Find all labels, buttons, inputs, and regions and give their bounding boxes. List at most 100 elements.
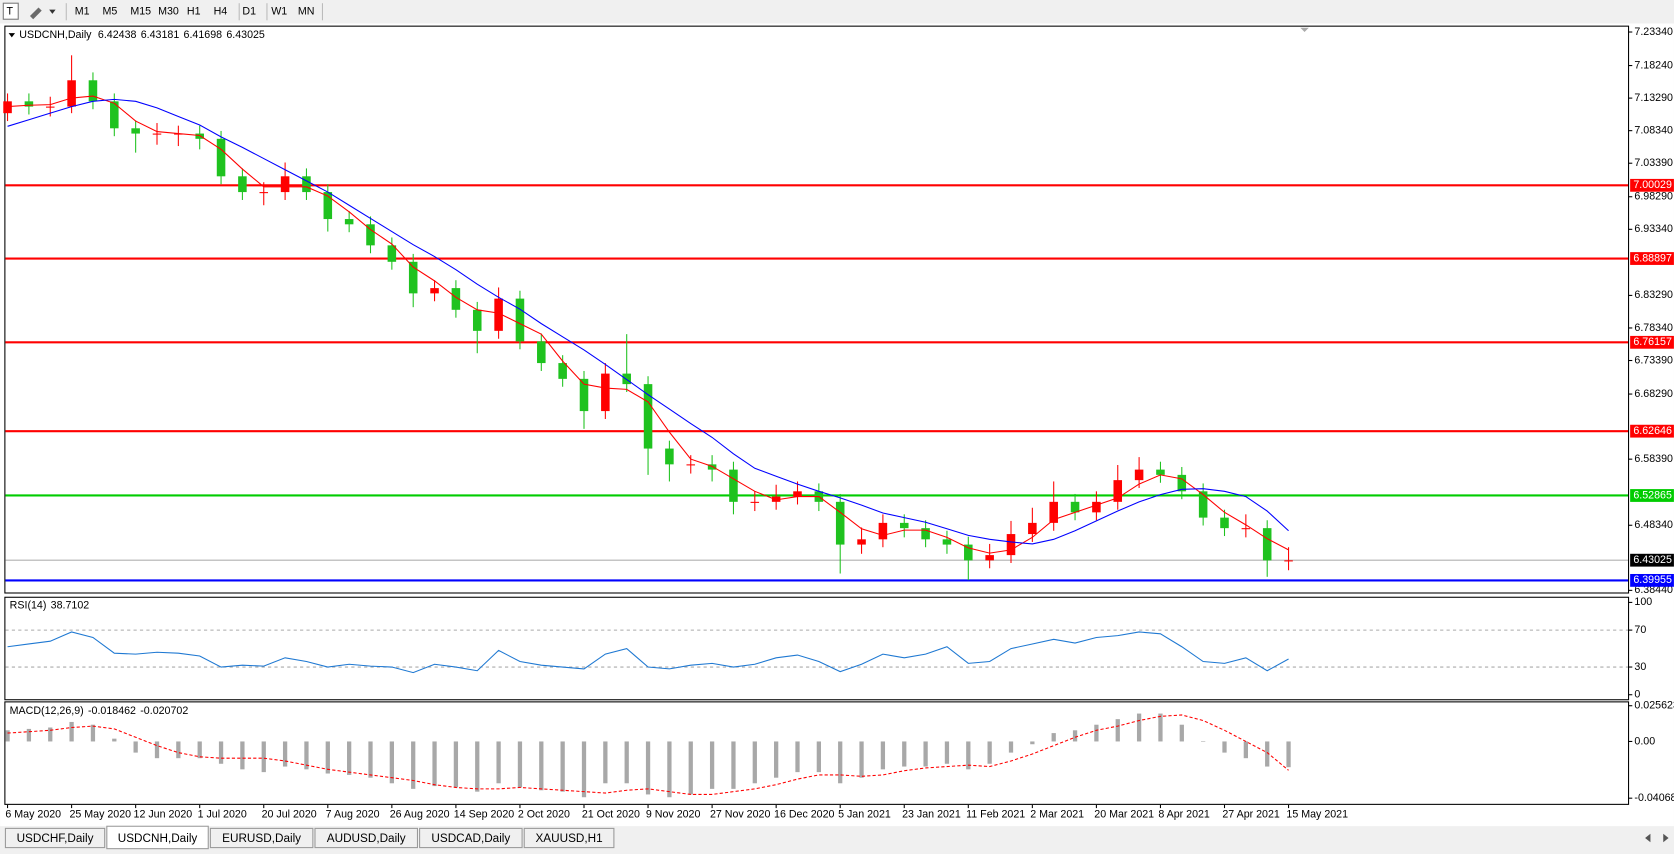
rsi-value: 38.7102 [51, 599, 90, 611]
x-tick-label: 27 Apr 2021 [1222, 808, 1280, 820]
candle-body [1070, 501, 1080, 513]
macd-title: MACD(12,26,9) [10, 705, 84, 717]
timeframe-button[interactable]: D1 [242, 6, 256, 18]
tab[interactable] [4, 827, 106, 849]
tab[interactable] [106, 825, 209, 850]
symbol-title: USDCNH,Daily [19, 29, 92, 41]
tab-scroll-left[interactable] [1645, 833, 1651, 843]
tabs: USDCHF,Daily USDCNH,Daily EURUSD,Daily AUDU… [4, 825, 615, 850]
timeframe-button[interactable]: M30 [158, 6, 179, 18]
candle-body [494, 298, 503, 331]
x-tick-label: 6 May 2020 [5, 808, 61, 820]
macd-bar [496, 741, 501, 784]
x-tick-label: 21 Oct 2020 [582, 808, 640, 820]
macd-bar [838, 741, 843, 784]
level-label-box [1630, 178, 1674, 192]
macd-bar [902, 741, 907, 767]
candle-body [302, 176, 311, 193]
candle-body [280, 176, 290, 193]
level-label: 7.00029 [1633, 179, 1672, 191]
timeframe-button[interactable]: W1 [271, 6, 287, 18]
candle-body [1284, 560, 1293, 562]
timeframe-button[interactable]: M5 [103, 6, 118, 18]
candle-body [1262, 528, 1272, 561]
macd-bar [944, 741, 950, 764]
symbol-dropdown[interactable] [8, 33, 16, 38]
bar-low: 6.41698 [184, 29, 223, 41]
candle-body [131, 128, 140, 134]
x-tick-label: 1 Jul 2020 [198, 808, 247, 820]
candle-body [387, 245, 397, 262]
tab[interactable] [314, 827, 419, 849]
candle-body [1198, 491, 1208, 518]
text-tool-icon: T [6, 6, 13, 18]
tab-label[interactable]: USDCHF,Daily [17, 832, 94, 845]
macd-bar [966, 741, 971, 770]
draw-tool-dropdown[interactable] [49, 9, 56, 14]
tab[interactable] [419, 827, 523, 849]
macd-bar [154, 741, 160, 759]
level-label-box [1630, 489, 1674, 502]
timeframe-button[interactable]: H1 [187, 6, 201, 18]
tab-label[interactable]: AUDUSD,Daily [327, 832, 406, 845]
x-tick-label: 2 Mar 2021 [1030, 808, 1084, 820]
tab-label[interactable]: XAUUSD,H1 [535, 832, 602, 845]
macd-bar [112, 738, 117, 742]
candle-body [110, 101, 119, 129]
candle-body [857, 539, 866, 545]
x-tick-label: 27 Nov 2020 [710, 808, 771, 820]
level-label-box [1630, 424, 1674, 438]
candle-body [964, 544, 973, 561]
y-tick-label: 0.025623 [1634, 700, 1674, 712]
level-label: 6.76157 [1633, 336, 1672, 348]
macd-bar [176, 741, 181, 759]
tab[interactable] [209, 827, 314, 849]
macd-bar [304, 741, 309, 770]
candle-body [24, 101, 34, 107]
candle-body [771, 496, 781, 502]
text-tool[interactable] [2, 2, 19, 20]
timeframe-button[interactable]: M1 [75, 6, 90, 18]
candle-body [216, 138, 226, 177]
macd-bar [1094, 724, 1099, 742]
tab[interactable] [523, 827, 615, 849]
level-label: 6.43025 [1633, 554, 1672, 566]
macd-bar [581, 741, 587, 798]
level-label: 6.62646 [1633, 425, 1672, 437]
macd-bar [240, 741, 245, 770]
bar-close: 6.43025 [226, 29, 265, 41]
candle-body [1241, 528, 1251, 530]
tab-label[interactable]: USDCNH,Daily [118, 832, 198, 845]
y-tick-label: 6.48340 [1634, 519, 1673, 531]
timeframe-button[interactable]: H4 [214, 6, 228, 18]
macd-bar [560, 741, 565, 792]
tab-label[interactable]: EURUSD,Daily [222, 832, 301, 845]
level-label-box [1630, 553, 1674, 567]
candle-body [344, 219, 354, 225]
candle-body [942, 539, 952, 545]
macd-bar [1243, 741, 1248, 759]
macd-bar [261, 741, 266, 773]
timeframe-button[interactable]: M15 [130, 6, 151, 18]
candle-body [750, 501, 760, 503]
candle-body [1006, 534, 1016, 556]
tab-label[interactable]: USDCAD,Daily [431, 832, 510, 845]
draw-tool[interactable] [29, 7, 42, 20]
rsi-title: RSI(14) [10, 599, 47, 611]
macd-bar [325, 741, 330, 774]
timeframe-button[interactable]: MN [298, 6, 315, 18]
x-tick-label: 15 May 2021 [1286, 808, 1348, 820]
bar-open: 6.42438 [98, 29, 137, 41]
tab-scroll-right[interactable] [1663, 833, 1669, 843]
candle-body [729, 469, 738, 502]
y-tick-label: 6.78340 [1634, 322, 1673, 334]
x-tick-label: 8 Apr 2021 [1158, 808, 1210, 820]
candle-body [1220, 517, 1229, 529]
price-pane [4, 25, 1630, 594]
macd-bar [347, 741, 352, 775]
candle-body [1134, 469, 1144, 481]
x-tick-label: 2 Oct 2020 [518, 808, 570, 820]
macd-bar [1158, 713, 1163, 742]
level-label-box [1630, 335, 1674, 349]
